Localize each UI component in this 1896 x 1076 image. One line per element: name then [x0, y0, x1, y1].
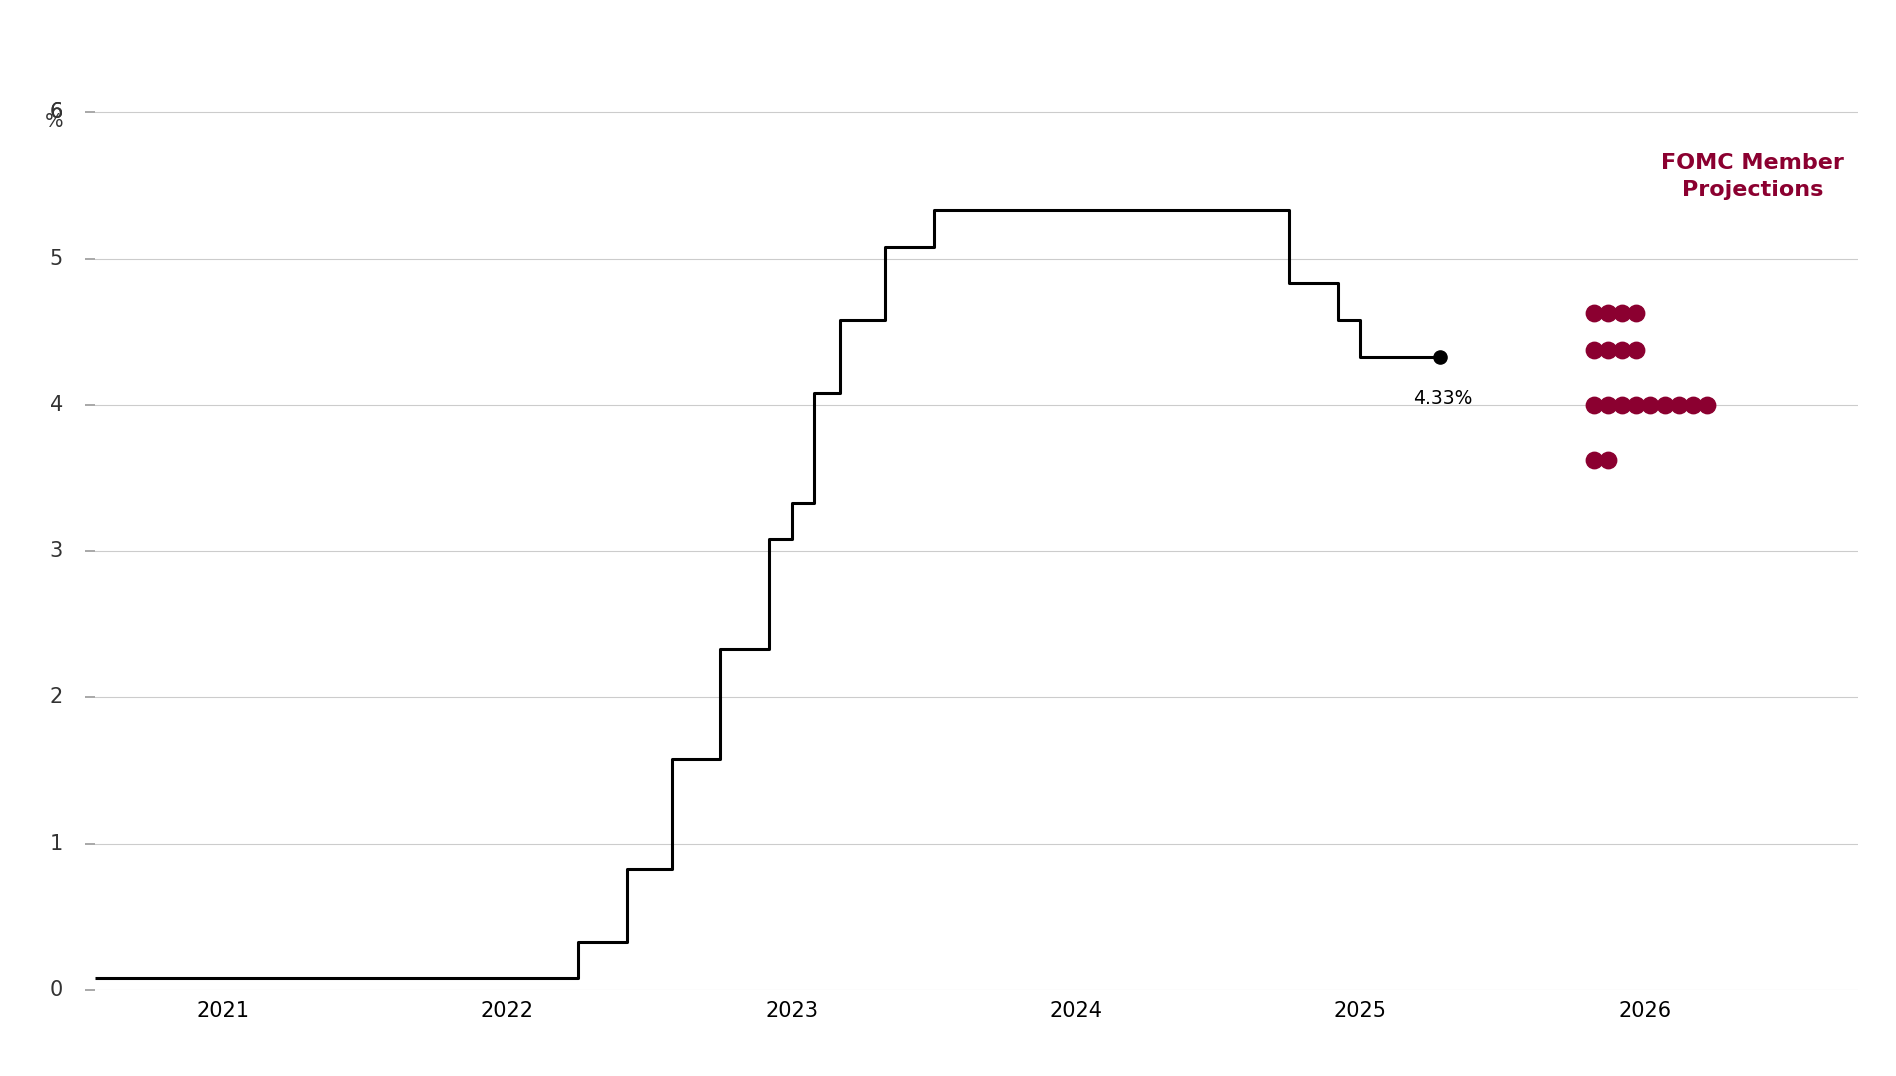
Point	[1691, 396, 1722, 413]
Text: 1: 1	[49, 834, 63, 853]
Text: 6: 6	[49, 102, 63, 123]
Text: 4.33%: 4.33%	[1413, 388, 1473, 408]
Point	[1621, 305, 1651, 322]
Point	[1663, 396, 1693, 413]
Point	[1593, 305, 1623, 322]
Point	[1577, 305, 1608, 322]
Text: 4: 4	[49, 395, 63, 415]
Point	[1577, 341, 1608, 358]
Text: 5: 5	[49, 249, 63, 269]
Point	[1593, 341, 1623, 358]
Point	[1621, 341, 1651, 358]
Point	[1606, 341, 1636, 358]
Point	[1424, 348, 1454, 365]
Point	[1606, 396, 1636, 413]
Text: %: %	[44, 112, 63, 131]
Point	[1678, 396, 1708, 413]
Point	[1577, 396, 1608, 413]
Text: 0: 0	[49, 980, 63, 1000]
Text: 2: 2	[49, 688, 63, 707]
Point	[1593, 451, 1623, 468]
Text: FOMC Member
Projections: FOMC Member Projections	[1661, 153, 1845, 200]
Point	[1606, 305, 1636, 322]
Point	[1621, 396, 1651, 413]
Point	[1650, 396, 1680, 413]
Point	[1634, 396, 1665, 413]
Text: 6: 6	[49, 102, 63, 123]
Text: 3: 3	[49, 541, 63, 561]
Point	[1577, 451, 1608, 468]
Point	[1593, 396, 1623, 413]
